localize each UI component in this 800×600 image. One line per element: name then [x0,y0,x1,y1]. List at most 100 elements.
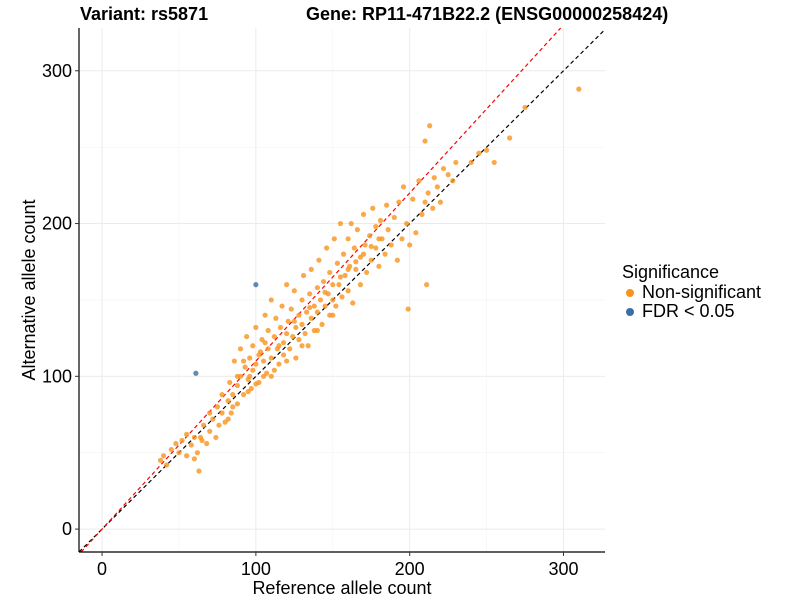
point-non-significant [287,346,293,352]
point-non-significant [423,282,430,288]
point-non-significant [253,361,259,367]
axes [75,28,605,556]
point-non-significant [391,214,397,221]
point-non-significant [445,172,451,178]
x-tick-label: 0 [97,559,107,579]
point-non-significant [291,318,297,324]
legend-item-non-significant: Non-significant [622,283,761,302]
point-non-significant [262,312,268,318]
reference-lines [78,27,606,553]
point-non-significant [357,282,364,288]
point-non-significant [342,272,348,279]
point-non-significant [491,159,497,166]
point-non-significant [317,297,324,303]
point-non-significant [353,266,359,272]
point-non-significant [240,358,247,364]
point-non-significant [576,86,582,92]
point-non-significant [440,165,447,172]
point-non-significant [388,242,394,248]
point-non-significant [237,346,244,352]
point-non-significant [176,450,182,456]
point-non-significant [308,315,314,321]
point-non-significant [184,431,190,437]
point-non-significant [468,159,474,166]
point-non-significant [213,434,219,441]
point-non-significant [314,327,320,334]
point-non-significant [324,245,330,251]
point-non-significant [219,410,225,416]
point-non-significant [225,398,231,404]
point-non-significant [253,381,259,387]
point-non-significant [476,150,482,156]
point-non-significant [373,224,379,230]
point-non-significant [188,442,194,448]
point-non-significant [410,196,416,202]
point-non-significant [268,297,274,303]
point-non-significant [382,251,388,257]
point-non-significant [225,416,231,422]
point-non-significant [296,312,302,318]
point-non-significant [265,327,271,334]
point-non-significant [231,358,237,364]
point-non-significant [416,178,422,184]
point-non-significant [399,236,405,242]
point-non-significant [354,227,360,233]
point-non-significant [299,343,305,349]
point-non-significant [413,230,419,236]
point-non-significant [385,227,391,233]
point-non-significant [160,453,167,459]
point-non-significant [376,263,382,269]
point-non-significant [210,416,216,422]
point-non-significant [377,217,384,224]
point-non-significant [285,318,291,324]
legend-label-fdr: FDR < 0.05 [642,301,735,321]
point-non-significant [234,382,241,389]
point-non-significant [384,202,390,208]
point-non-significant [340,251,347,257]
point-non-significant [191,456,197,462]
point-non-significant [353,259,359,265]
legend-title: Significance [622,262,720,282]
point-non-significant [434,184,440,190]
legend-dot-fdr [626,307,634,316]
point-non-significant [333,303,339,309]
point-non-significant [242,364,248,370]
point-non-significant [373,245,379,251]
point-non-significant [453,159,459,166]
point-non-significant [331,236,337,242]
point-non-significant [280,352,287,358]
point-non-significant [314,309,320,315]
point-non-significant [279,303,285,309]
point-non-significant [230,392,236,398]
point-non-significant [425,190,431,196]
point-non-significant [288,306,294,312]
point-non-significant [191,434,197,441]
point-non-significant [262,340,268,346]
point-non-significant [400,184,407,190]
point-non-significant [157,457,164,463]
point-non-significant [367,233,373,239]
point-non-significant [362,242,368,248]
reference-line-fit [80,27,562,553]
gene-title: Gene: RP11-471B22.2 (ENSG00000258424) [306,4,669,24]
point-non-significant [164,462,170,468]
point-non-significant [277,324,284,331]
point-non-significant [219,392,225,398]
point-non-significant [419,211,425,217]
point-non-significant [327,269,333,276]
point-non-significant [507,135,513,141]
y-tick-label: 300 [42,61,72,81]
x-tick-label: 300 [548,559,578,579]
point-non-significant [307,291,313,297]
point-non-significant [368,257,374,263]
point-non-significant [194,450,201,456]
point-non-significant [370,205,376,211]
point-non-significant [296,337,302,343]
point-non-significant [345,288,351,294]
point-non-significant [368,243,374,250]
point-non-significant [299,321,305,327]
point-non-significant [522,104,528,111]
point-non-significant [179,437,185,444]
point-non-significant [207,410,213,416]
